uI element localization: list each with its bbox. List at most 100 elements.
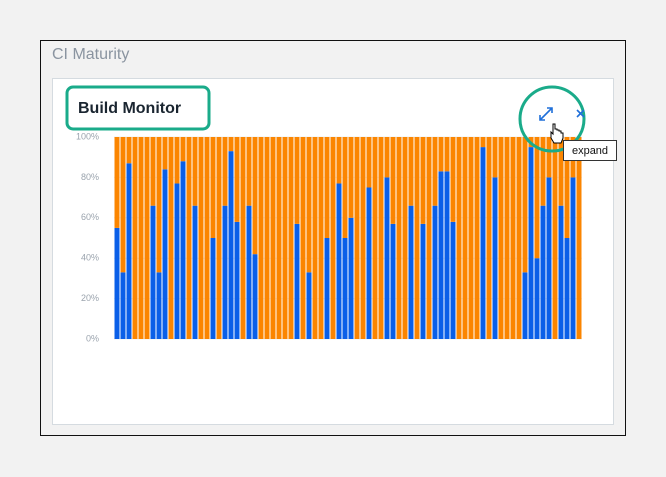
bar [294,223,300,339]
bar [468,137,474,339]
bar [162,169,168,339]
bar [384,137,390,178]
bar [492,177,498,339]
bar [114,137,120,228]
bar [564,137,570,238]
bar [234,221,240,339]
bar [444,171,450,339]
bar [492,137,498,178]
bar [540,137,546,206]
bar [120,272,126,339]
bar [480,147,486,339]
bar [318,137,324,339]
bar [342,137,348,238]
bar [390,223,396,339]
bar [252,137,258,255]
bar [540,205,546,339]
bar [174,137,180,184]
bar [546,177,552,339]
bar [144,137,150,339]
bar [114,227,120,339]
bar [306,272,312,339]
bar [432,205,438,339]
bar [342,238,348,339]
bar [120,137,126,273]
bar [420,223,426,339]
bar [180,137,186,162]
bar [126,163,132,339]
bar [258,137,264,339]
bar [312,137,318,339]
bar [174,183,180,339]
y-tick-label: 20% [81,293,99,303]
tooltip [563,140,617,161]
bar [456,137,462,339]
bar [252,254,258,339]
bar [534,258,540,339]
bar [366,187,372,339]
bar [396,137,402,339]
bar [210,238,216,339]
bar [222,205,228,339]
bar [126,137,132,164]
bar [510,137,516,339]
bar [438,137,444,172]
bar [444,137,450,172]
bar [192,137,198,206]
bar [330,137,336,339]
bar [246,205,252,339]
bar [156,272,162,339]
bar [402,137,408,339]
bar [516,137,522,339]
bar [366,137,372,188]
plot: 0% 20% 40% 60% 80% 100% [76,131,582,343]
expand-button[interactable] [539,107,553,121]
highlight [65,85,211,131]
bar [504,137,510,339]
close-button[interactable] [576,109,585,118]
bar [426,137,432,339]
bar [264,137,270,339]
bar [180,161,186,339]
bar [204,137,210,339]
bar [552,137,558,339]
cursor [550,123,564,144]
bar [336,137,342,184]
tooltip-text: expand [572,145,608,157]
bar [198,137,204,339]
bar [288,137,294,339]
bar [534,137,540,259]
bar [576,137,582,339]
y-tick-label: 0% [86,333,99,343]
bar [438,171,444,339]
bar [324,137,330,238]
bar [450,137,456,222]
card-title: Build Monitor [78,100,181,117]
highlight-circle [518,85,586,153]
bar [558,137,564,206]
bar [192,205,198,339]
bar [294,137,300,224]
bar [300,137,306,339]
bar [558,205,564,339]
bar [234,137,240,222]
page-title: CI Maturity [52,46,129,63]
bar [378,137,384,339]
y-tick-label: 80% [81,172,99,182]
bar [564,238,570,339]
bar [138,137,144,339]
bar [276,137,282,339]
bar [222,137,228,206]
bar [150,205,156,339]
bar [336,183,342,339]
bar [450,221,456,339]
bar [348,217,354,339]
bar [480,137,486,148]
bar [348,137,354,218]
bar [390,137,396,224]
bar [132,137,138,339]
bar [216,137,222,339]
y-tick-label: 60% [81,212,99,222]
